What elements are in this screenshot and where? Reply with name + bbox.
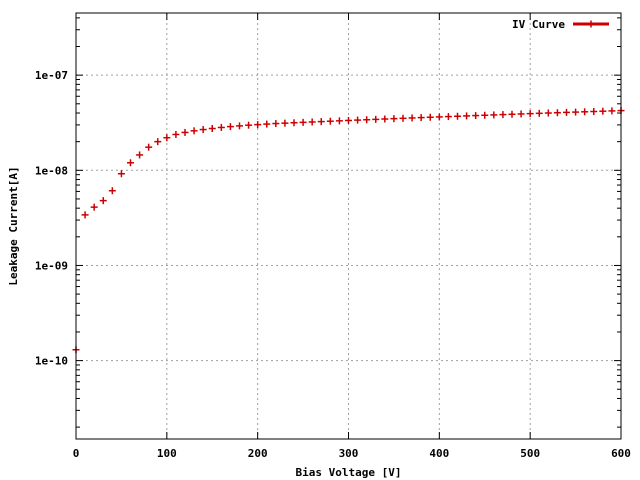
x-tick-label: 100 [157, 447, 177, 460]
data-point [544, 109, 552, 117]
data-point [472, 112, 480, 120]
y-tick-label: 1e-09 [35, 259, 68, 272]
data-point [99, 197, 107, 205]
data-point [481, 111, 489, 119]
data-point [181, 128, 189, 136]
y-axis-label: Leakage Current[A] [7, 166, 20, 285]
x-tick-label: 400 [429, 447, 449, 460]
plot-frame [75, 12, 622, 440]
data-point [272, 120, 280, 128]
data-point [81, 211, 89, 219]
x-tick-label: 500 [520, 447, 540, 460]
data-point [335, 117, 343, 125]
data-point [535, 109, 543, 117]
legend-label-iv-curve: IV Curve [512, 18, 565, 31]
data-point [463, 112, 471, 120]
data-point [435, 113, 443, 121]
data-point [90, 203, 98, 211]
data-point [526, 110, 534, 118]
data-point [363, 116, 371, 124]
data-point [145, 143, 153, 151]
series-markers [72, 107, 625, 354]
data-point [372, 115, 380, 123]
y-tick-label: 1e-08 [35, 164, 68, 177]
data-point [217, 123, 225, 131]
data-point [281, 119, 289, 127]
x-tick-label: 300 [339, 447, 359, 460]
y-tick-label: 1e-10 [35, 355, 68, 368]
data-point [490, 111, 498, 119]
data-point [136, 151, 144, 159]
x-tick-label: 200 [248, 447, 268, 460]
data-point [454, 112, 461, 120]
y-tick-label: 1e-07 [35, 69, 68, 82]
data-point [608, 107, 616, 115]
data-point [390, 115, 398, 123]
y-tick-labels: 1e-10 1e-09 1e-08 1e-07 [35, 69, 68, 367]
data-point [381, 115, 389, 123]
data-point [563, 108, 570, 116]
legend-marker-iv-curve [587, 20, 595, 28]
axis-ticks [75, 13, 622, 439]
legend: IV Curve [512, 18, 609, 31]
data-point [572, 108, 580, 116]
data-point [299, 118, 307, 126]
grid-lines [76, 13, 621, 439]
data-point [354, 116, 362, 124]
data-point [154, 138, 162, 146]
data-point [245, 121, 253, 129]
data-point [226, 123, 234, 131]
data-point [408, 114, 416, 122]
data-point [499, 111, 507, 119]
data-point [553, 109, 561, 117]
data-point [254, 121, 262, 129]
data-point [581, 108, 589, 116]
data-point [417, 114, 425, 122]
data-point [399, 114, 407, 122]
data-point [590, 107, 598, 115]
data-point [208, 125, 216, 133]
x-tick-label: 600 [611, 447, 631, 460]
x-tick-label: 0 [73, 447, 80, 460]
data-point [345, 116, 352, 124]
data-point [117, 170, 125, 178]
data-point [508, 110, 516, 118]
data-point [444, 113, 452, 121]
data-point [290, 119, 298, 127]
data-point [127, 159, 134, 167]
data-point [163, 134, 171, 142]
x-tick-labels: 0 100 200 300 400 500 600 [73, 447, 631, 460]
data-point [326, 117, 334, 125]
data-point [108, 187, 116, 195]
data-point [317, 118, 325, 126]
data-point [172, 130, 180, 138]
data-point [517, 110, 525, 118]
data-point [308, 118, 316, 126]
x-axis-label: Bias Voltage [V] [296, 466, 402, 479]
data-point [199, 126, 207, 134]
data-point [236, 122, 243, 130]
data-point [599, 107, 607, 115]
data-point [426, 113, 434, 121]
data-point [263, 120, 271, 128]
data-point [190, 127, 198, 135]
